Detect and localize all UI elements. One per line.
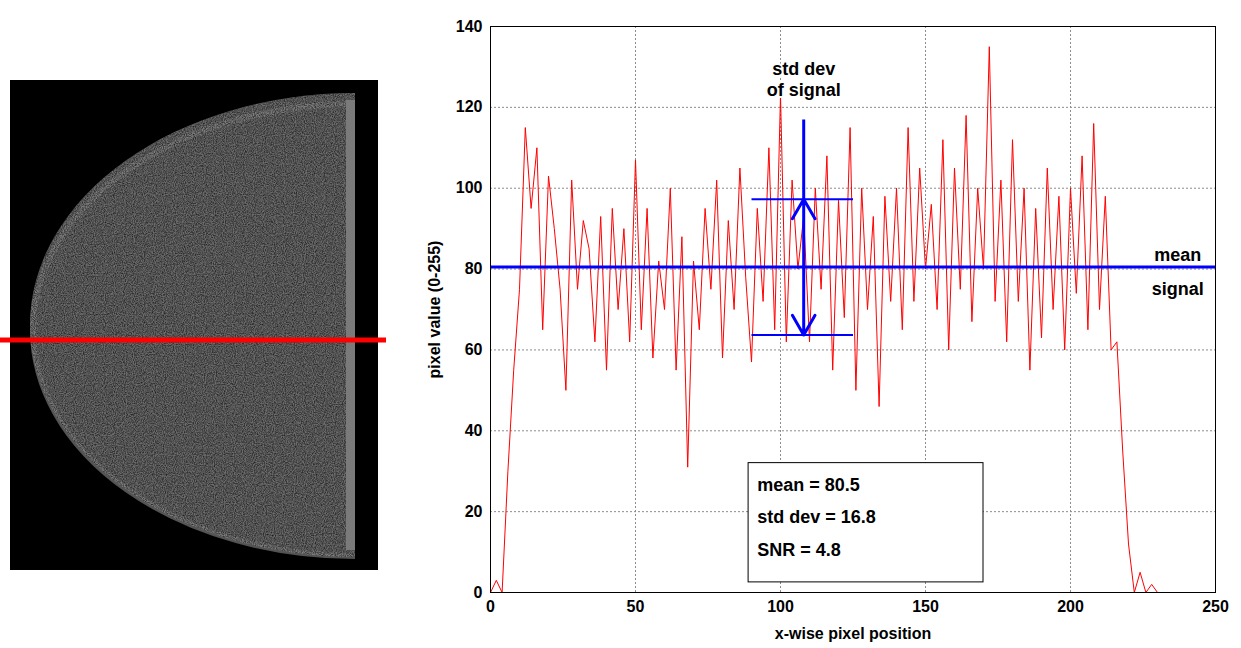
svg-text:0: 0	[474, 584, 483, 601]
svg-text:x-wise pixel position: x-wise pixel position	[775, 625, 931, 642]
svg-text:200: 200	[1057, 598, 1084, 615]
svg-text:50: 50	[627, 598, 645, 615]
svg-text:40: 40	[465, 422, 483, 439]
svg-text:mean = 80.5: mean = 80.5	[757, 475, 860, 495]
svg-text:100: 100	[456, 179, 483, 196]
svg-text:meansignal: meansignal	[1152, 245, 1204, 299]
svg-text:60: 60	[465, 341, 483, 358]
svg-text:250: 250	[1202, 598, 1229, 615]
svg-text:std dev = 16.8: std dev = 16.8	[757, 507, 876, 527]
svg-text:150: 150	[912, 598, 939, 615]
svg-text:20: 20	[465, 503, 483, 520]
svg-text:SNR = 4.8: SNR = 4.8	[757, 540, 841, 560]
svg-text:0: 0	[486, 598, 495, 615]
svg-text:80: 80	[465, 260, 483, 277]
svg-text:std devof signal: std devof signal	[767, 59, 841, 100]
svg-text:120: 120	[456, 98, 483, 115]
svg-text:140: 140	[456, 18, 483, 35]
svg-text:100: 100	[767, 598, 794, 615]
svg-text:pixel value (0-255): pixel value (0-255)	[426, 241, 443, 379]
